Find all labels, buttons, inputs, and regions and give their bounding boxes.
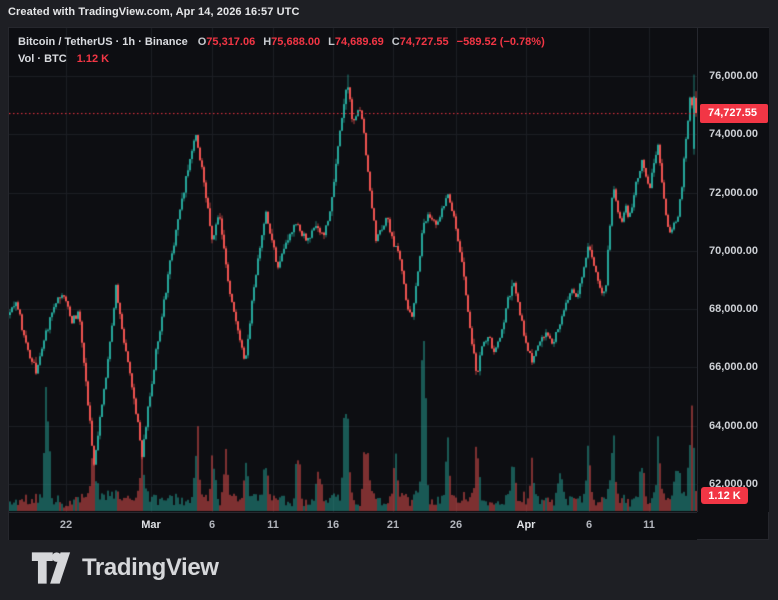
time-tick-label: 26 — [449, 519, 463, 531]
time-tick-label: 22 — [59, 519, 73, 531]
volume-value-badge: 1.12 K — [701, 487, 748, 504]
time-tick-label: 11 — [643, 519, 655, 531]
time-tick-label: 11 — [267, 519, 279, 531]
last-price-label: 74,727.55 — [700, 103, 768, 123]
price-axis-label: 68,000.00 — [709, 303, 758, 316]
volume-value: 1.12 K — [76, 53, 110, 65]
chart-panel: Bitcoin / TetherUS · 1h · Binance O75,31… — [8, 27, 769, 540]
price-axis-label: 66,000.00 — [709, 361, 758, 374]
ohlc-high: H75,688.00 — [263, 36, 321, 48]
price-axis-label: 72,000.00 — [709, 186, 758, 199]
time-tick-label: Apr — [516, 519, 536, 531]
tradingview-logo-icon[interactable] — [31, 550, 71, 586]
chart-legend: Bitcoin / TetherUS · 1h · Binance O75,31… — [18, 34, 545, 68]
time-tick-label: 16 — [326, 519, 340, 531]
time-tick-label: 21 — [386, 519, 400, 531]
volume-label[interactable]: Vol · BTC — [18, 53, 67, 65]
price-axis-label: 76,000.00 — [709, 70, 758, 82]
tradingview-footer: TradingView — [31, 550, 219, 586]
time-tick-label: Mar — [141, 519, 161, 531]
ohlc-close: C74,727.55 — [391, 36, 449, 48]
volume-row: Vol · BTC 1.12 K — [18, 51, 545, 68]
symbol-ohlc-row: Bitcoin / TetherUS · 1h · Binance O75,31… — [18, 34, 545, 51]
time-axis[interactable]: 22 Mar 6 11 16 21 26 Apr 6 11 — [9, 512, 697, 540]
price-axis-label: 64,000.00 — [709, 419, 758, 432]
ohlc-open: O75,317.06 — [197, 36, 256, 48]
price-chart-canvas[interactable] — [9, 28, 697, 512]
change-value: −589.52 (−0.78%) — [456, 36, 545, 48]
price-axis-label: 74,000.00 — [709, 128, 758, 141]
attribution-text: Created with TradingView.com, Apr 14, 20… — [8, 6, 300, 18]
price-axis[interactable]: 74,727.55 1.12 K 76,000.00 74,000.00 72,00… — [697, 28, 769, 512]
price-axis-label: 62,000.00 — [709, 477, 758, 490]
ohlc-low: L74,689.69 — [328, 36, 384, 48]
time-tick-label: 6 — [585, 519, 593, 531]
time-tick-label: 6 — [208, 519, 216, 531]
symbol-title[interactable]: Bitcoin / TetherUS · 1h · Binance — [18, 36, 188, 48]
price-axis-label: 70,000.00 — [709, 244, 758, 257]
tradingview-wordmark[interactable]: TradingView — [82, 554, 219, 581]
